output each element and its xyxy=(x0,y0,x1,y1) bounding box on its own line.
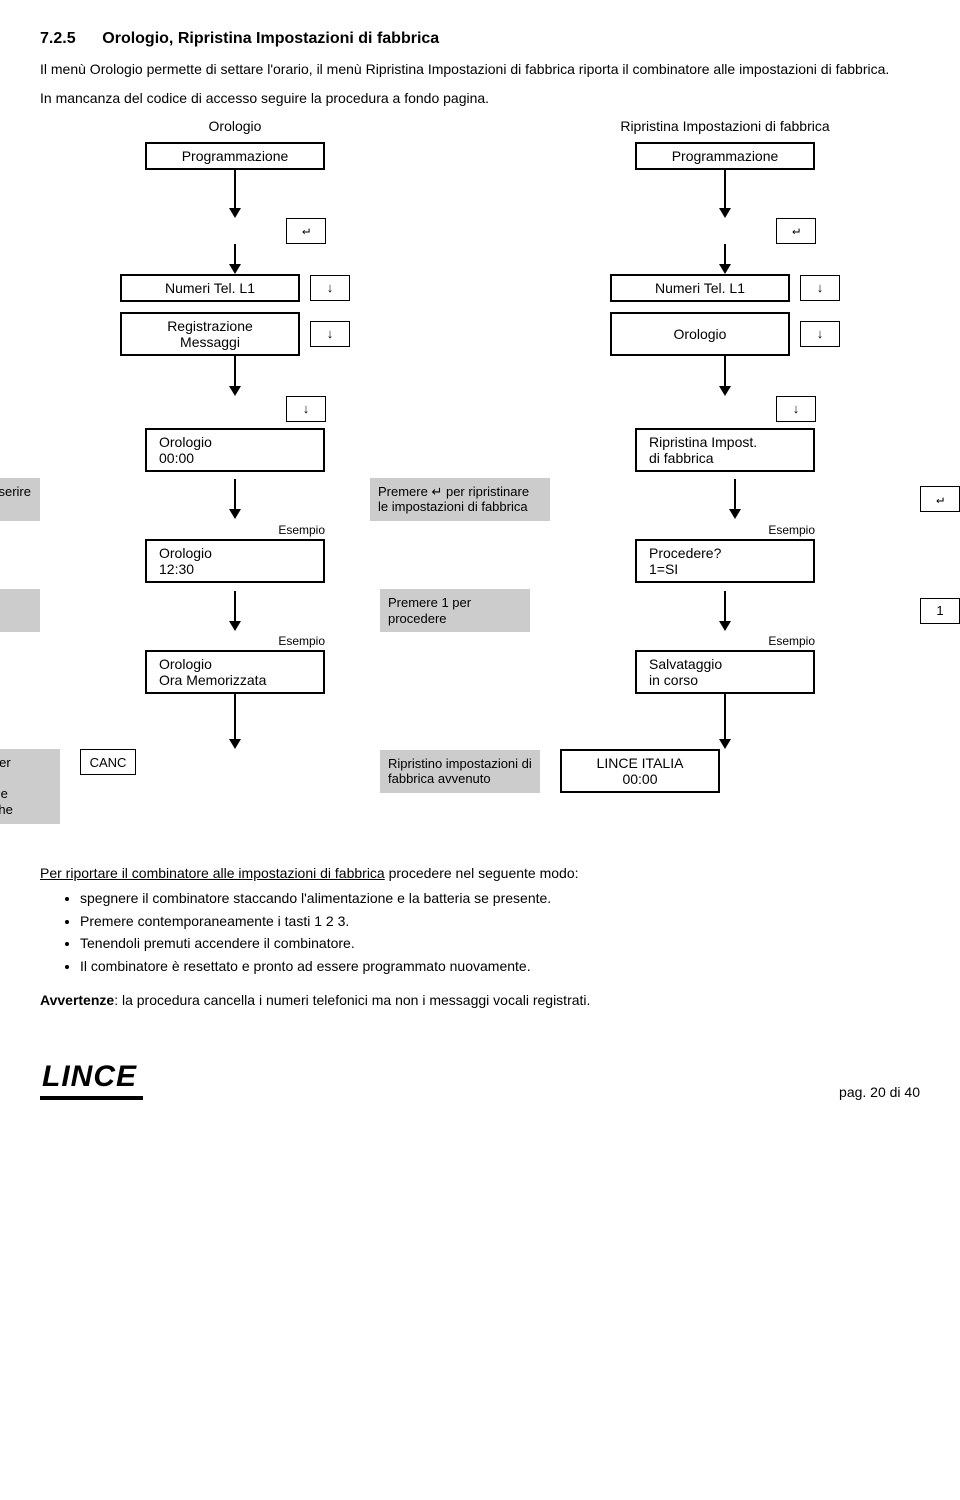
box-orologio-0000: Orologio 00:00 xyxy=(145,428,325,472)
avvert-label: Avvertenze xyxy=(40,992,114,1008)
orologio0-l2: 00:00 xyxy=(159,450,311,466)
section-number: 7.2.5 xyxy=(40,30,76,47)
hint-restore-done: Ripristino impostazioni di fabbrica avve… xyxy=(380,750,540,793)
procedere-l2: 1=SI xyxy=(649,561,801,577)
box-orologio-1230: Orologio 12:30 xyxy=(145,539,325,583)
oramem-l2: Ora Memorizzata xyxy=(159,672,311,688)
arrow-down-icon xyxy=(719,694,731,749)
key-down: ↓ xyxy=(800,321,840,347)
box-reg-messaggi: Registrazione Messaggi xyxy=(120,312,300,356)
arrow-down-icon xyxy=(719,591,731,631)
left-column-header: Orologio xyxy=(209,118,262,134)
box-procedere: Procedere? 1=SI xyxy=(635,539,815,583)
box-lince-italia: LINCE ITALIA 00:00 xyxy=(560,749,720,793)
box-numeri-right: Numeri Tel. L1 xyxy=(610,274,790,302)
hint-canc: Premere CANC per ritornare alla Programm… xyxy=(0,749,60,823)
hint-memorize: Premere ↵ per memorizzare xyxy=(0,589,40,632)
arrow-down-icon xyxy=(229,479,241,519)
reg-line2: Messaggi xyxy=(134,334,286,350)
box-orologio-right: Orologio xyxy=(610,312,790,356)
left-flow-column: Orologio Programmazione ↵ Numeri Tel. L1… xyxy=(40,118,430,824)
key-enter: ↵ xyxy=(920,486,960,512)
box-salvataggio: Salvataggio in corso xyxy=(635,650,815,694)
key-down: ↓ xyxy=(310,275,350,301)
section-title-text: Orologio, Ripristina Impostazioni di fab… xyxy=(102,30,439,47)
arrow-down-icon xyxy=(729,479,741,519)
arrow-down-icon xyxy=(229,356,241,396)
salv-l2: in corso xyxy=(649,672,801,688)
bottom-lead-underlined: Per riportare il combinatore alle impost… xyxy=(40,865,385,881)
o1230-l2: 12:30 xyxy=(159,561,311,577)
arrow-down-icon xyxy=(719,244,731,274)
ripr-l1: Ripristina Impost. xyxy=(649,434,801,450)
box-programmazione-right: Programmazione xyxy=(635,142,815,170)
arrow-down-icon xyxy=(719,356,731,396)
hint-restore: Premere ↵ per ripristinare le impostazio… xyxy=(370,478,550,521)
arrow-down-icon xyxy=(229,170,241,218)
reg-line1: Registrazione xyxy=(134,318,286,334)
avvert-text: : la procedura cancella i numeri telefon… xyxy=(114,992,590,1008)
label-esempio: Esempio xyxy=(278,523,325,537)
bullet-3: Tenendoli premuti accendere il combinato… xyxy=(80,934,920,954)
key-enter: ↵ xyxy=(286,218,326,244)
intro-paragraph-2: In mancanza del codice di accesso seguir… xyxy=(40,89,920,108)
arrow-down-icon xyxy=(229,244,241,274)
box-ripristina-impost: Ripristina Impost. di fabbrica xyxy=(635,428,815,472)
arrow-down-icon xyxy=(229,591,241,631)
box-ora-memorizzata: Orologio Ora Memorizzata xyxy=(145,650,325,694)
salv-l1: Salvataggio xyxy=(649,656,801,672)
page-number: pag. 20 di 40 xyxy=(839,1084,920,1100)
box-programmazione-left: Programmazione xyxy=(145,142,325,170)
lince-l1: LINCE ITALIA xyxy=(574,755,706,771)
bottom-instructions: Per riportare il combinatore alle impost… xyxy=(40,864,920,1011)
lince-l2: 00:00 xyxy=(574,771,706,787)
key-one: 1 xyxy=(920,598,960,624)
ripr-l2: di fabbrica xyxy=(649,450,801,466)
section-heading: 7.2.5 Orologio, Ripristina Impostazioni … xyxy=(40,30,920,48)
label-esempio: Esempio xyxy=(768,523,815,537)
right-flow-column: Ripristina Impostazioni di fabbrica Prog… xyxy=(530,118,920,824)
label-esempio: Esempio xyxy=(278,634,325,648)
oramem-l1: Orologio xyxy=(159,656,311,672)
box-numeri-left: Numeri Tel. L1 xyxy=(120,274,300,302)
procedere-l1: Procedere? xyxy=(649,545,801,561)
hint-insert-time: Premere ↵ per inserire da tastiera l'ora xyxy=(0,478,40,521)
arrow-down-icon xyxy=(719,170,731,218)
key-enter: ↵ xyxy=(776,218,816,244)
intro-paragraph-1: Il menù Orologio permette di settare l'o… xyxy=(40,60,920,79)
right-column-header: Ripristina Impostazioni di fabbrica xyxy=(620,118,829,134)
bullet-1: spegnere il combinatore staccando l'alim… xyxy=(80,889,920,909)
bottom-lead-tail: procedere nel seguente modo: xyxy=(385,865,579,881)
key-down: ↓ xyxy=(310,321,350,347)
o1230-l1: Orologio xyxy=(159,545,311,561)
label-esempio: Esempio xyxy=(768,634,815,648)
key-canc: CANC xyxy=(80,749,136,775)
lince-logo: LINCE xyxy=(40,1060,143,1100)
key-down: ↓ xyxy=(800,275,840,301)
key-down: ↓ xyxy=(286,396,326,422)
hint-press-1: Premere 1 per procedere xyxy=(380,589,530,632)
bullet-4: Il combinatore è resettato e pronto ad e… xyxy=(80,957,920,977)
key-down: ↓ xyxy=(776,396,816,422)
bullet-2: Premere contemporaneamente i tasti 1 2 3… xyxy=(80,912,920,932)
arrow-down-icon xyxy=(229,694,241,749)
orologio0-l1: Orologio xyxy=(159,434,311,450)
